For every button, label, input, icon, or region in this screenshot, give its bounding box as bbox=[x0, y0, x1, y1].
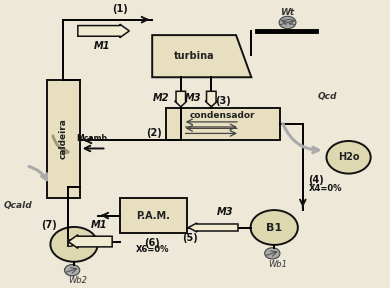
Text: M3: M3 bbox=[216, 207, 233, 217]
FancyArrow shape bbox=[78, 24, 129, 38]
Text: Mcamb.: Mcamb. bbox=[76, 134, 110, 143]
Text: B2: B2 bbox=[66, 239, 82, 249]
Text: (3): (3) bbox=[215, 96, 231, 106]
Text: M1: M1 bbox=[94, 41, 110, 51]
Text: B1: B1 bbox=[266, 223, 282, 232]
Text: caldeira: caldeira bbox=[59, 119, 68, 160]
Text: Qcald: Qcald bbox=[4, 201, 32, 210]
Text: (4): (4) bbox=[308, 175, 324, 185]
Text: (6): (6) bbox=[144, 238, 160, 248]
FancyArrow shape bbox=[68, 235, 112, 248]
Circle shape bbox=[64, 265, 80, 276]
Text: Wb2: Wb2 bbox=[68, 276, 87, 285]
Text: H2o: H2o bbox=[338, 152, 359, 162]
Text: (1): (1) bbox=[112, 4, 128, 14]
Text: X4=0%: X4=0% bbox=[308, 184, 342, 193]
Text: M1: M1 bbox=[90, 220, 107, 230]
Circle shape bbox=[251, 210, 298, 245]
Polygon shape bbox=[152, 35, 251, 77]
Circle shape bbox=[265, 248, 280, 259]
Circle shape bbox=[50, 227, 98, 262]
Text: M3: M3 bbox=[185, 93, 202, 103]
Text: Wt: Wt bbox=[280, 7, 294, 17]
Bar bbox=[120, 198, 186, 233]
FancyArrow shape bbox=[175, 91, 187, 107]
Text: P.A.M.: P.A.M. bbox=[136, 211, 170, 221]
Circle shape bbox=[326, 141, 370, 174]
Text: X6=0%: X6=0% bbox=[135, 245, 169, 254]
Bar bbox=[47, 80, 80, 198]
Text: (2): (2) bbox=[146, 128, 162, 138]
Circle shape bbox=[279, 16, 296, 29]
Text: Qcd: Qcd bbox=[318, 92, 337, 101]
Text: condensador: condensador bbox=[190, 111, 255, 120]
FancyArrow shape bbox=[205, 91, 217, 107]
Text: (5): (5) bbox=[182, 232, 197, 242]
Text: Wb1: Wb1 bbox=[269, 259, 287, 268]
Text: M2: M2 bbox=[153, 93, 169, 103]
Text: turbina: turbina bbox=[174, 51, 214, 61]
FancyArrow shape bbox=[188, 223, 238, 232]
Text: (7): (7) bbox=[41, 220, 57, 230]
Bar bbox=[165, 108, 280, 141]
